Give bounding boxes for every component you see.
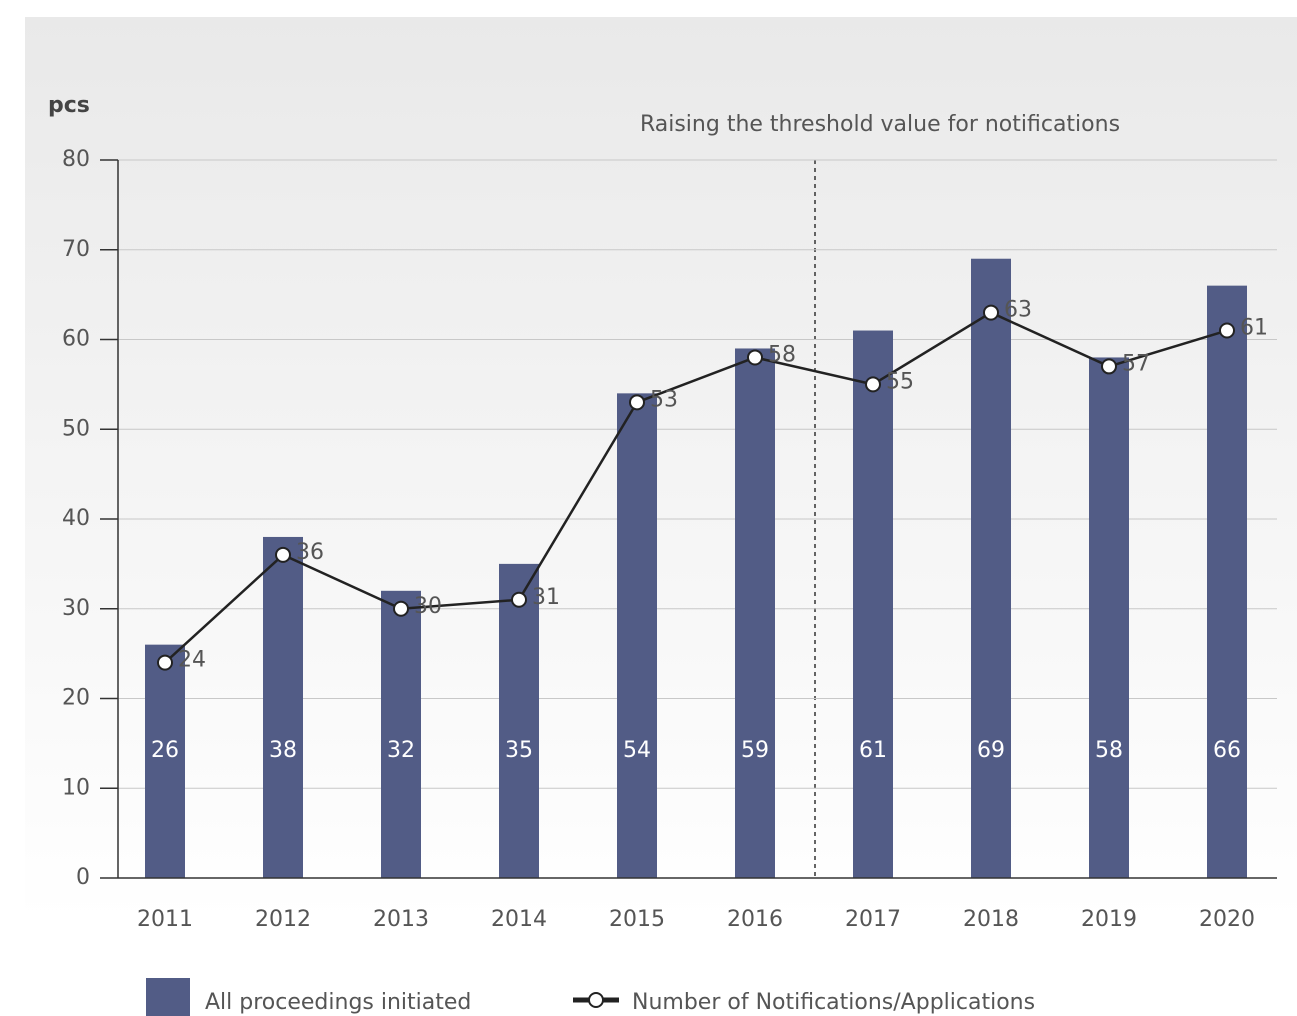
panel (25, 17, 1297, 922)
line-marker (511, 591, 527, 608)
legend: All proceedings initiated Number of Noti… (146, 978, 1035, 1016)
y-tick-label: 10 (62, 775, 90, 800)
line-marker (747, 349, 763, 366)
line-marker (983, 304, 999, 321)
y-tick-label: 0 (76, 865, 90, 890)
line-marker (629, 394, 645, 411)
x-tick-label: 2016 (727, 907, 783, 932)
line-marker (1219, 322, 1235, 339)
line-marker (1101, 358, 1117, 375)
line-value-label: 55 (886, 369, 914, 394)
x-tick-label: 2017 (845, 907, 901, 932)
bar-value-label: 61 (859, 738, 887, 763)
line-value-label: 30 (414, 594, 442, 619)
bar-value-label: 32 (387, 738, 415, 763)
bar-value-label: 58 (1095, 738, 1123, 763)
y-tick-label: 30 (62, 596, 90, 621)
x-tick-label: 2020 (1199, 907, 1255, 932)
bar-value-label: 59 (741, 738, 769, 763)
legend-swatch-marker (588, 992, 604, 1008)
y-tick-label: 40 (62, 506, 90, 531)
bar (145, 644, 185, 878)
legend-label: All proceedings initiated (205, 990, 471, 1015)
bar (735, 348, 775, 879)
x-tick-label: 2018 (963, 907, 1019, 932)
legend-swatch-bar (146, 978, 190, 1016)
x-tick-label: 2013 (373, 907, 429, 932)
bar (1207, 285, 1247, 878)
line-marker (393, 600, 409, 617)
line-value-label: 36 (296, 540, 324, 565)
y-tick-label: 20 (62, 686, 90, 711)
bar-value-label: 26 (151, 738, 179, 763)
bar-value-label: 54 (623, 738, 651, 763)
bar (617, 393, 657, 878)
y-tick-label: 50 (62, 416, 90, 441)
line-value-label: 31 (532, 585, 560, 610)
line-value-label: 61 (1240, 316, 1268, 341)
line-marker (275, 546, 291, 563)
y-tick-label: 70 (62, 237, 90, 262)
line (164, 311, 1228, 664)
bar (381, 590, 421, 878)
y-tick-label: 60 (62, 327, 90, 352)
line-value-label: 53 (650, 387, 678, 412)
bar (263, 536, 303, 878)
line-value-label: 57 (1122, 351, 1150, 376)
bar (499, 563, 539, 878)
bar-value-label: 66 (1213, 738, 1241, 763)
bar (853, 330, 893, 878)
x-tick-label: 2014 (491, 907, 547, 932)
annotation: Raising the threshold value for notifica… (640, 112, 1120, 137)
x-tick-label: 2015 (609, 907, 665, 932)
x-tick-label: 2011 (137, 907, 193, 932)
x-tick-label: 2019 (1081, 907, 1137, 932)
line-marker (865, 376, 881, 393)
line-value-label: 63 (1004, 298, 1032, 323)
bar-value-label: 38 (269, 738, 297, 763)
y-axis-label: pcs (48, 93, 90, 118)
bar (971, 258, 1011, 879)
legend-label: Number of Notifications/Applications (632, 990, 1035, 1015)
line-value-label: 24 (178, 648, 206, 673)
x-tick-label: 2012 (255, 907, 311, 932)
line-marker (157, 654, 173, 671)
line-value-label: 58 (768, 342, 796, 367)
bar (1089, 357, 1129, 878)
bar-value-label: 69 (977, 738, 1005, 763)
bar-value-label: 35 (505, 738, 533, 763)
y-tick-label: 80 (62, 147, 90, 172)
